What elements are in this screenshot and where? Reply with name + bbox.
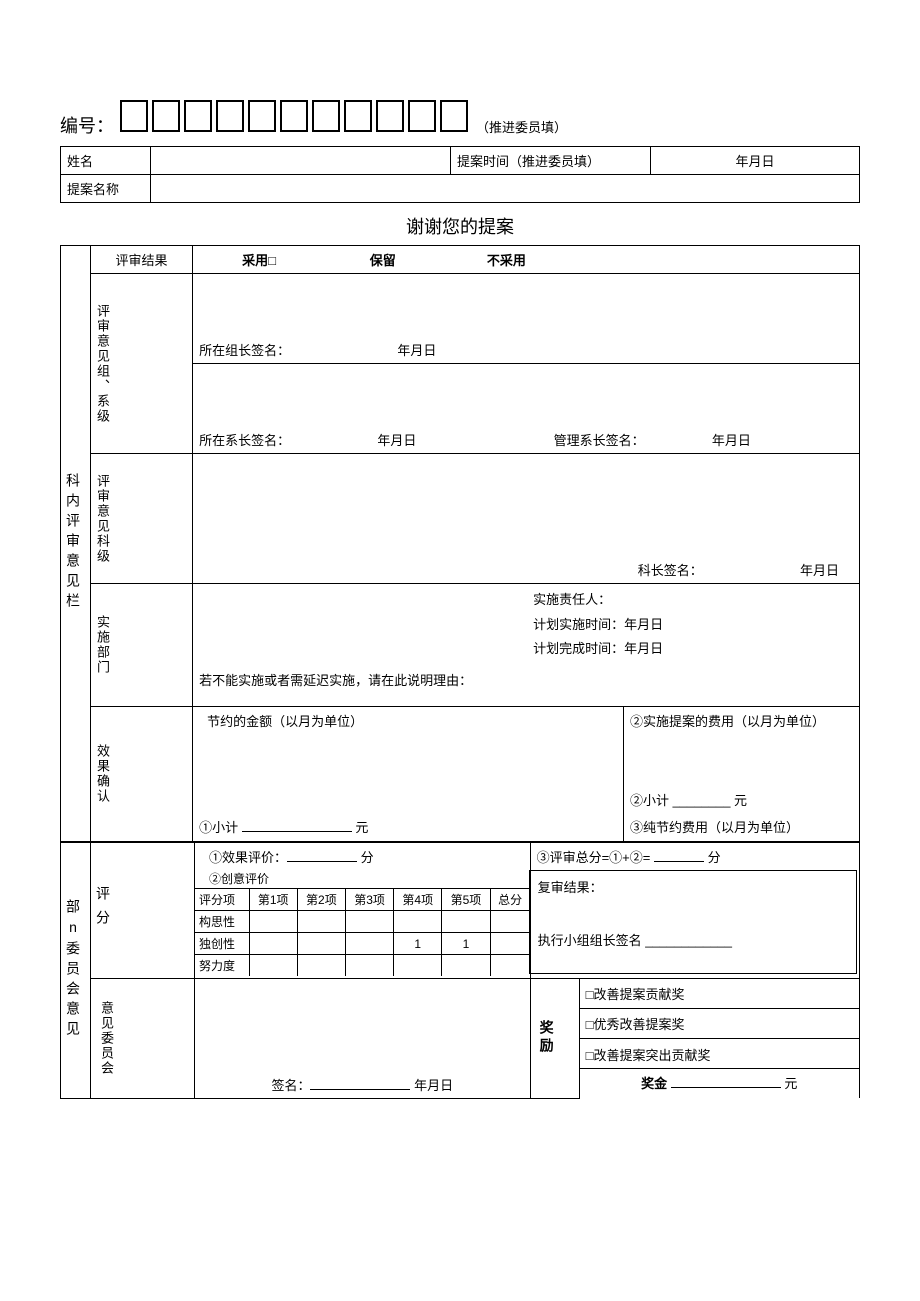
- serial-number-row: 编号： （推进委员填）: [60, 100, 860, 138]
- serial-note: （推进委员填）: [476, 117, 567, 136]
- serial-boxes: [120, 100, 472, 135]
- section1-title: 科内评审意见栏: [61, 246, 91, 842]
- award-label: 奖励: [530, 978, 579, 1098]
- recheck-cell[interactable]: 复审结果： 执行小组组长签名 ____________: [530, 870, 859, 979]
- impl-info-cell: 实施责任人： 计划实施时间：年月日 计划完成时间：年月日: [193, 584, 860, 667]
- idea-eval-cell: ②创意评价: [195, 870, 531, 887]
- subtotal1-cell: ①小计 元: [193, 813, 624, 841]
- score-table-cell: 评分项第1项第2项第3项第4项第5项总分 构思性 独创性11 努力度: [195, 887, 531, 979]
- proposal-name-label: 提案名称: [61, 175, 151, 203]
- time-label: 提案时间（推进委员填）: [451, 147, 651, 175]
- award-3-bonus[interactable]: □改善提案突出贡献奖 奖金 元: [579, 1038, 859, 1098]
- name-value[interactable]: [151, 147, 451, 175]
- committee-section-table: 部n委员会意见 评分 ①效果评价： 分 ③评审总分=①+②= 分 ②创意评价 复…: [60, 842, 860, 1099]
- result-options[interactable]: 采用□ 保留 不采用: [193, 246, 624, 274]
- group-level-label: 评审意见组、系级: [91, 274, 193, 454]
- cost2-cell: ②实施提案的费用（以月为单位）: [623, 706, 859, 786]
- impl-dept-label: 实施部门: [91, 584, 193, 707]
- effect-confirm-label: 效果确认: [91, 706, 193, 841]
- name-label: 姓名: [61, 147, 151, 175]
- total-eval-cell: ③评审总分=①+②= 分: [530, 842, 859, 870]
- thanks-title: 谢谢您的提案: [60, 213, 860, 239]
- score-label: 评分: [91, 842, 195, 978]
- dept-sign-cell[interactable]: 所在系长签名： 年月日 管理系长签名： 年月日: [193, 364, 860, 454]
- header-table: 姓名 提案时间（推进委员填） 年月日 提案名称: [60, 146, 860, 203]
- subtotal2-cell: ②小计 ________ 元: [623, 786, 859, 813]
- impl-reason-cell[interactable]: 若不能实施或者需延迟实施，请在此说明理由：: [193, 666, 860, 706]
- award-1[interactable]: □改善提案贡献奖: [579, 978, 859, 1008]
- net3-cell: ③纯节约费用（以月为单位）: [623, 813, 859, 841]
- proposal-name-value[interactable]: [151, 175, 860, 203]
- group-sign-cell[interactable]: 所在组长签名： 年月日: [193, 274, 860, 364]
- section-sign-cell[interactable]: 科长签名： 年月日: [193, 454, 860, 584]
- date-placeholder[interactable]: 年月日: [651, 147, 860, 175]
- award-2[interactable]: □优秀改善提案奖: [579, 1008, 859, 1038]
- save-amount-cell: 节约的金额（以月为单位）: [193, 706, 624, 813]
- review-section-table: 科内评审意见栏 评审结果 采用□ 保留 不采用 评审意见组、系级 所在组长签名：…: [60, 245, 860, 842]
- committee-sign-cell[interactable]: 签名： 年月日: [195, 978, 531, 1098]
- serial-label: 编号：: [60, 112, 114, 138]
- section-level-label: 评审意见科级: [91, 454, 193, 584]
- committee-label: 意见委员会: [91, 978, 195, 1098]
- eff-eval-cell: ①效果评价： 分: [195, 842, 531, 870]
- section2-title: 部n委员会意见: [61, 842, 91, 1098]
- result-label: 评审结果: [91, 246, 193, 274]
